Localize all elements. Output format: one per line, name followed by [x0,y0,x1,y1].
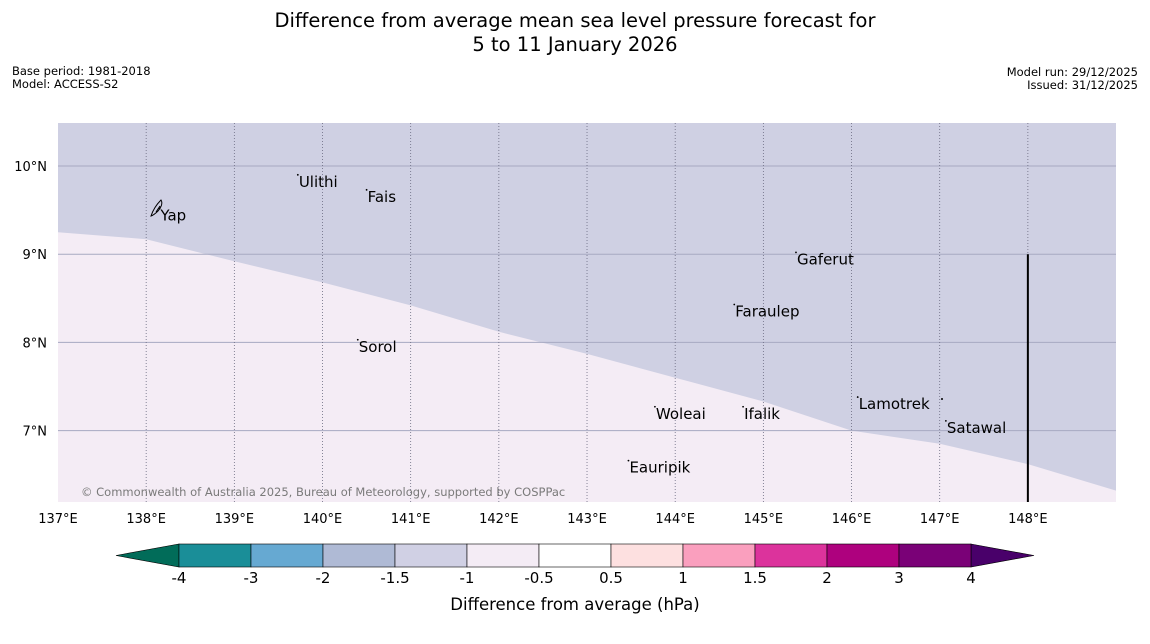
island-label: Fais [368,188,397,206]
island-marker [365,188,368,191]
island-marker [654,405,656,408]
legend-tick-label: 4 [966,569,976,587]
legend-extend-low [115,543,180,568]
legend-tick-label: -1.5 [380,569,409,587]
longitude-tick-label: 143°E [567,512,607,527]
meta-left: Base period: 1981-2018 Model: ACCESS-S2 [12,65,151,91]
island-labels: Yap Ulithi Fais Gaferut Faraulep Sorol Lamotre… [158,173,1006,477]
island-label: Sorol [359,338,397,356]
island-label: Ulithi [299,173,338,191]
legend-tick-label: 0.5 [599,569,623,587]
island-label: Eauripik [629,459,690,477]
legend-tick-label: -4 [172,569,187,587]
colorbar-legend: -4 -3 -2 -1.5 -1 -0.5 0.5 1 1.5 2 3 4 [115,543,1035,587]
base-period: Base period: 1981-2018 [12,64,151,78]
island-marker [733,303,736,306]
island-label: Woleai [656,405,706,423]
longitude-tick-label: 142°E [479,512,519,527]
map-title-line2: 5 to 11 January 2026 [472,33,678,56]
island-label: Ifalik [744,405,780,423]
legend-swatch [466,543,540,568]
legend-swatch [682,543,756,568]
longitude-tick-label: 146°E [832,512,872,527]
legend-swatch [538,543,612,568]
island-marker [856,396,859,398]
legend-tick-label: -0.5 [524,569,553,587]
legend-tick-label: -2 [316,569,331,587]
legend-swatch [178,543,252,568]
island-marker [944,419,947,422]
island-label: Yap [159,206,186,224]
latitude-tick-label: 8°N [23,336,48,351]
longitude-tick-label: 139°E [215,512,255,527]
latitude-tick-label: 10°N [14,160,47,175]
legend-swatch [754,543,828,568]
map-title: Difference from average mean sea level p… [0,9,1150,57]
legend-swatch [898,543,972,568]
longitude-tick-label: 141°E [391,512,431,527]
legend-swatch [250,543,324,568]
legend-extend-high [970,543,1035,568]
model-name: Model: ACCESS-S2 [12,77,119,91]
issued-date: Issued: 31/12/2025 [1027,78,1138,92]
legend-swatch [610,543,684,568]
island-label: Gaferut [797,250,854,268]
yap-island-outline-icon [150,199,163,217]
island-marker [795,251,797,254]
copyright-notice: © Commonwealth of Australia 2025, Bureau… [81,485,565,499]
small-islet-marker [941,398,943,400]
longitude-tick-label: 137°E [38,512,78,527]
longitude-tick-label: 145°E [744,512,784,527]
island-label: Lamotrek [859,395,930,413]
map-axes: 137°E 138°E 139°E 140°E 141°E 142°E 143°E 144°E… [14,160,1047,527]
legend-tick-label: 1.5 [743,569,767,587]
legend-swatch [394,543,468,568]
island-label: Satawal [947,419,1006,437]
island-marker [356,338,359,341]
island-marker [627,459,630,462]
longitude-tick-label: 148°E [1008,512,1048,527]
legend-tick-label: 1 [678,569,688,587]
longitude-tick-label: 144°E [655,512,695,527]
legend-tick-label: 3 [894,569,904,587]
map-title-line1: Difference from average mean sea level p… [274,9,876,32]
island-marker [158,207,161,210]
latitude-tick-label: 9°N [23,248,48,263]
latitude-tick-label: 7°N [23,425,48,440]
longitude-tick-label: 140°E [303,512,343,527]
legend-title: Difference from average (hPa) [450,595,699,614]
legend-swatch [322,543,396,568]
model-run: Model run: 29/12/2025 [1006,65,1138,79]
legend-swatch [826,543,900,568]
legend-tick-label: -1 [460,569,475,587]
legend-tick-label: -3 [244,569,259,587]
island-marker [742,405,744,408]
region-lower [58,232,1116,502]
island-label: Faraulep [735,302,799,320]
meta-right: Model run: 29/12/2025 Issued: 31/12/2025 [1007,66,1138,92]
longitude-tick-label: 138°E [126,512,166,527]
longitude-tick-label: 147°E [920,512,960,527]
legend-tick-label: 2 [822,569,832,587]
island-marker [296,173,299,176]
